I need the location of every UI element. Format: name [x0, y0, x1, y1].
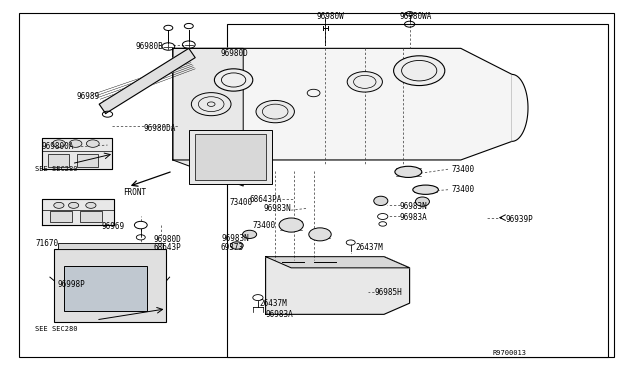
Bar [189, 130, 272, 184]
Polygon shape [266, 257, 410, 268]
Ellipse shape [230, 242, 243, 249]
Text: 73400: 73400 [230, 198, 253, 207]
Text: 96983A: 96983A [400, 213, 428, 222]
Ellipse shape [214, 69, 253, 91]
Bar [195, 134, 266, 180]
Circle shape [86, 140, 99, 147]
Polygon shape [266, 257, 410, 314]
Ellipse shape [374, 196, 388, 205]
Bar [227, 24, 608, 357]
Polygon shape [42, 138, 112, 169]
Circle shape [86, 202, 96, 208]
Ellipse shape [347, 71, 383, 92]
Polygon shape [173, 48, 243, 186]
Text: 96983A: 96983A [266, 310, 293, 319]
Ellipse shape [256, 100, 294, 123]
Text: 96985H: 96985H [374, 288, 402, 296]
Polygon shape [42, 199, 114, 225]
Text: 96939P: 96939P [506, 215, 533, 224]
Text: 96969: 96969 [102, 222, 125, 231]
Text: 69373: 69373 [220, 243, 243, 252]
Bar [54, 249, 166, 322]
Text: FRONT: FRONT [123, 188, 146, 197]
Bar [77, 154, 98, 167]
Ellipse shape [279, 218, 303, 232]
Text: 969800A: 969800A [41, 142, 74, 151]
Ellipse shape [394, 56, 445, 86]
Ellipse shape [415, 197, 429, 206]
Ellipse shape [413, 185, 438, 194]
Text: 96983N: 96983N [222, 234, 250, 243]
Polygon shape [173, 48, 512, 160]
Polygon shape [99, 48, 195, 113]
Text: 71670: 71670 [35, 239, 58, 248]
Text: 96980W: 96980W [317, 12, 344, 21]
Text: 96980D: 96980D [221, 49, 248, 58]
Text: 96998P: 96998P [58, 280, 85, 289]
Text: 26437M: 26437M [259, 299, 287, 308]
Text: 73400: 73400 [451, 165, 474, 174]
Text: 68643P: 68643P [154, 243, 181, 252]
Text: 96980WA: 96980WA [400, 12, 433, 21]
Text: 73400: 73400 [451, 185, 474, 194]
Bar [48, 154, 69, 167]
Text: 68643PA: 68643PA [249, 195, 282, 203]
Ellipse shape [309, 228, 332, 241]
Bar [64, 266, 147, 311]
Polygon shape [512, 74, 528, 141]
Circle shape [52, 140, 65, 147]
Circle shape [69, 140, 82, 147]
Bar [58, 243, 163, 249]
Text: 96980DA: 96980DA [143, 124, 176, 133]
Text: SEE SEC280: SEE SEC280 [35, 166, 77, 172]
Text: 96983N: 96983N [264, 204, 291, 213]
Ellipse shape [191, 93, 231, 116]
Bar [50, 211, 72, 222]
Text: 26437M: 26437M [355, 243, 383, 252]
Text: SEE SEC280: SEE SEC280 [35, 326, 77, 332]
Text: 96980B: 96980B [136, 42, 163, 51]
Bar [80, 211, 102, 222]
Text: 96983N: 96983N [400, 202, 428, 211]
Text: 96980D: 96980D [154, 235, 181, 244]
Circle shape [54, 202, 64, 208]
Text: 73400: 73400 [252, 221, 275, 230]
Ellipse shape [395, 166, 422, 177]
Text: 96989: 96989 [76, 92, 99, 101]
Ellipse shape [243, 230, 257, 238]
Text: R9700013: R9700013 [493, 350, 527, 356]
Circle shape [68, 202, 79, 208]
